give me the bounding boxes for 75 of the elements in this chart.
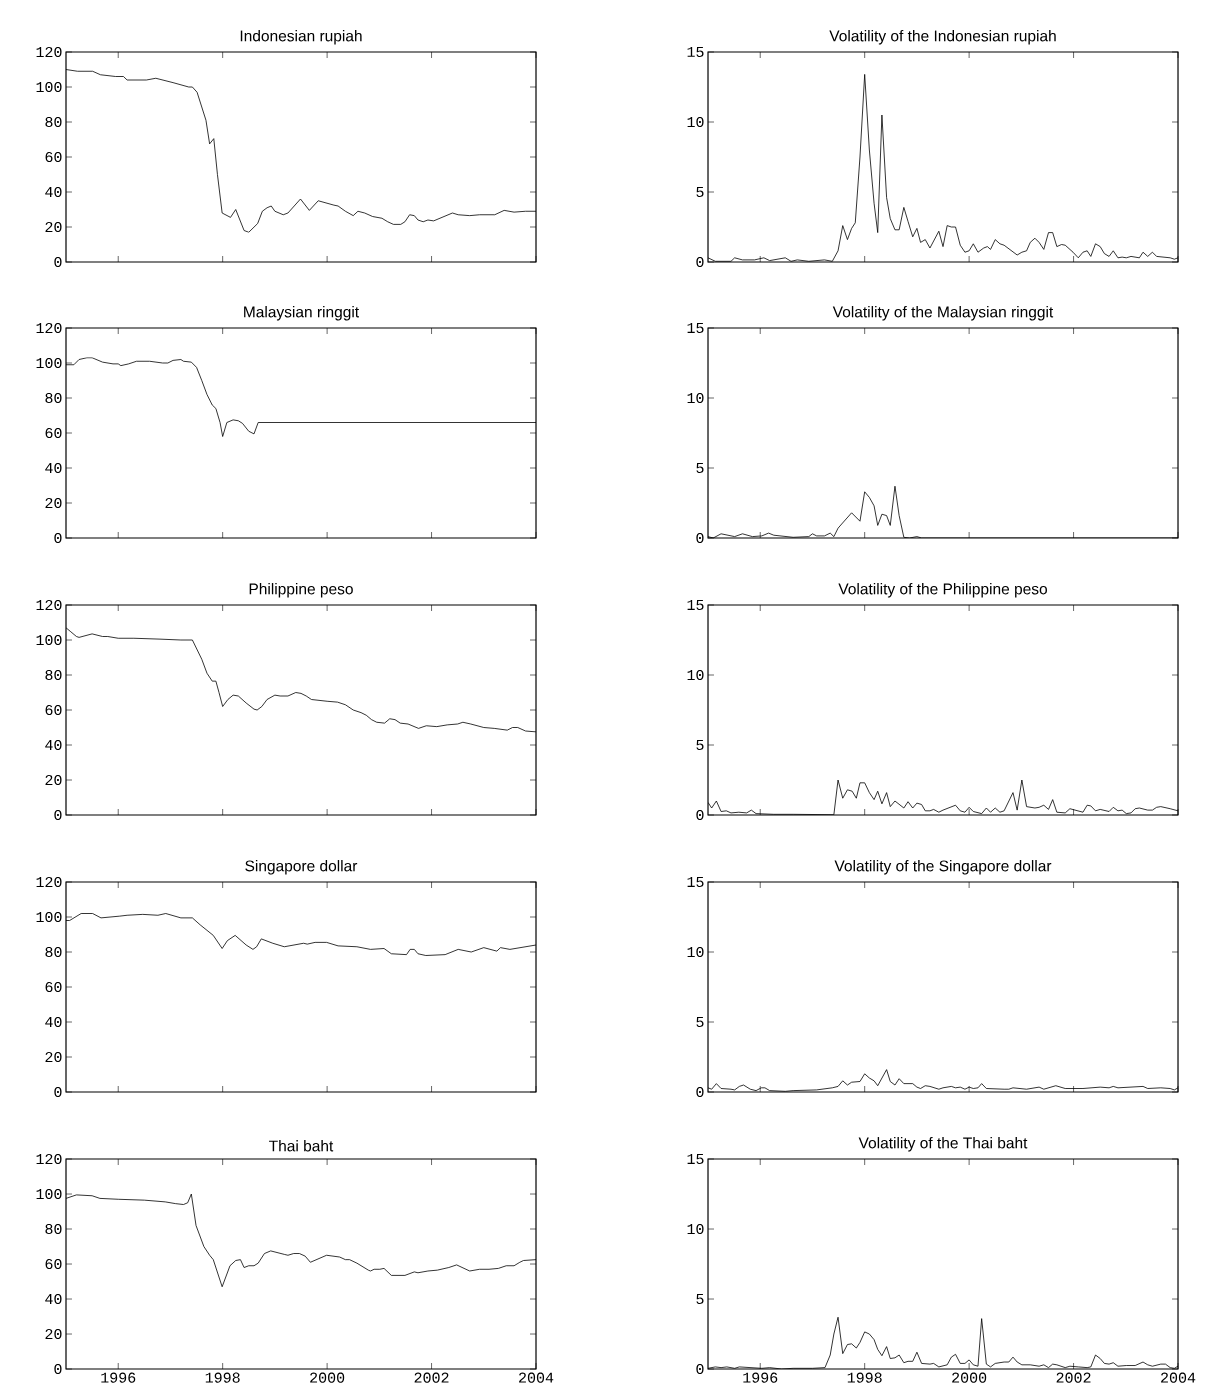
x-tick-label: 1998 bbox=[847, 1372, 882, 1383]
y-tick-label: 0 bbox=[54, 256, 62, 268]
chart-title: Thai baht bbox=[269, 1140, 334, 1152]
y-tick-label: 15 bbox=[687, 600, 704, 611]
y-tick-label: 5 bbox=[696, 1294, 704, 1305]
y-tick-label: 60 bbox=[45, 704, 62, 716]
y-tick-label: 60 bbox=[45, 151, 62, 163]
x-tick-label: 2002 bbox=[414, 1372, 449, 1383]
y-tick-label: 0 bbox=[54, 1363, 62, 1375]
x-tick-label: 2004 bbox=[1161, 1372, 1196, 1383]
y-tick-label: 100 bbox=[36, 81, 62, 93]
y-tick-label: 5 bbox=[696, 1017, 704, 1028]
y-tick-label: 120 bbox=[36, 322, 62, 334]
y-tick-label: 20 bbox=[45, 1328, 62, 1340]
y-tick-label: 40 bbox=[45, 739, 62, 751]
y-tick-label: 10 bbox=[687, 946, 704, 958]
y-tick-label: 10 bbox=[687, 669, 704, 681]
y-tick-label: 80 bbox=[45, 946, 62, 958]
y-tick-label: 0 bbox=[696, 1086, 704, 1098]
chart-title: Volatility of the Malaysian ringgit bbox=[832, 306, 1054, 321]
y-tick-label: 120 bbox=[36, 1153, 62, 1165]
x-tick-label: 2000 bbox=[310, 1372, 345, 1383]
y-tick-label: 120 bbox=[36, 46, 62, 58]
y-tick-label: 15 bbox=[687, 1154, 704, 1165]
x-tick-label: 2000 bbox=[952, 1372, 987, 1383]
y-tick-label: 60 bbox=[45, 1258, 62, 1270]
chart-title: Philippine peso bbox=[249, 583, 353, 598]
chart-title: Volatility of the Thai baht bbox=[858, 1137, 1028, 1152]
y-tick-label: 40 bbox=[45, 1016, 62, 1028]
y-tick-label: 120 bbox=[36, 599, 62, 611]
y-tick-label: 80 bbox=[45, 116, 62, 128]
x-tick-label: 1998 bbox=[205, 1372, 240, 1383]
y-tick-label: 80 bbox=[45, 669, 62, 681]
chart-title: Indonesian rupiah bbox=[240, 30, 362, 45]
y-tick-label: 60 bbox=[45, 981, 62, 993]
y-tick-label: 15 bbox=[687, 46, 704, 58]
y-tick-label: 40 bbox=[45, 186, 62, 198]
y-tick-label: 15 bbox=[687, 877, 704, 888]
chart-title: Volatility of the Philippine peso bbox=[838, 583, 1048, 598]
y-tick-label: 60 bbox=[45, 427, 62, 439]
x-tick-label: 1996 bbox=[101, 1372, 136, 1383]
y-tick-label: 0 bbox=[696, 809, 704, 821]
y-tick-label: 20 bbox=[45, 497, 62, 509]
y-tick-label: 0 bbox=[696, 1363, 704, 1375]
chart-title: Malaysian ringgit bbox=[244, 306, 359, 321]
y-tick-label: 0 bbox=[54, 532, 62, 544]
y-tick-label: 100 bbox=[36, 357, 62, 369]
y-tick-label: 5 bbox=[696, 186, 704, 198]
y-tick-label: 100 bbox=[36, 634, 62, 646]
y-tick-label: 10 bbox=[687, 116, 704, 128]
y-tick-label: 5 bbox=[696, 740, 704, 751]
y-tick-label: 100 bbox=[36, 911, 62, 923]
y-tick-label: 40 bbox=[45, 462, 62, 474]
y-tick-label: 5 bbox=[696, 463, 704, 474]
chart-title: Volatility of the Indonesian rupiah bbox=[829, 30, 1056, 45]
y-tick-label: 15 bbox=[687, 322, 704, 334]
y-tick-label: 0 bbox=[54, 809, 62, 821]
y-tick-label: 20 bbox=[45, 1051, 62, 1063]
y-tick-label: 120 bbox=[36, 876, 62, 888]
chart-title: Singapore dollar bbox=[245, 860, 358, 875]
y-tick-label: 40 bbox=[45, 1293, 62, 1305]
x-tick-label: 2004 bbox=[519, 1372, 554, 1383]
y-tick-label: 0 bbox=[696, 256, 704, 268]
x-tick-label: 1996 bbox=[743, 1372, 778, 1383]
y-tick-label: 20 bbox=[45, 221, 62, 233]
y-tick-label: 10 bbox=[687, 1223, 704, 1235]
y-tick-label: 100 bbox=[36, 1188, 62, 1200]
y-tick-label: 80 bbox=[45, 392, 62, 404]
y-tick-label: 80 bbox=[45, 1223, 62, 1235]
x-tick-label: 2002 bbox=[1056, 1372, 1091, 1383]
chart-title: Volatility of the Singapore dollar bbox=[834, 860, 1052, 875]
y-tick-label: 0 bbox=[54, 1086, 62, 1098]
y-tick-label: 0 bbox=[696, 532, 704, 544]
y-tick-label: 10 bbox=[687, 392, 704, 404]
y-tick-label: 20 bbox=[45, 774, 62, 786]
